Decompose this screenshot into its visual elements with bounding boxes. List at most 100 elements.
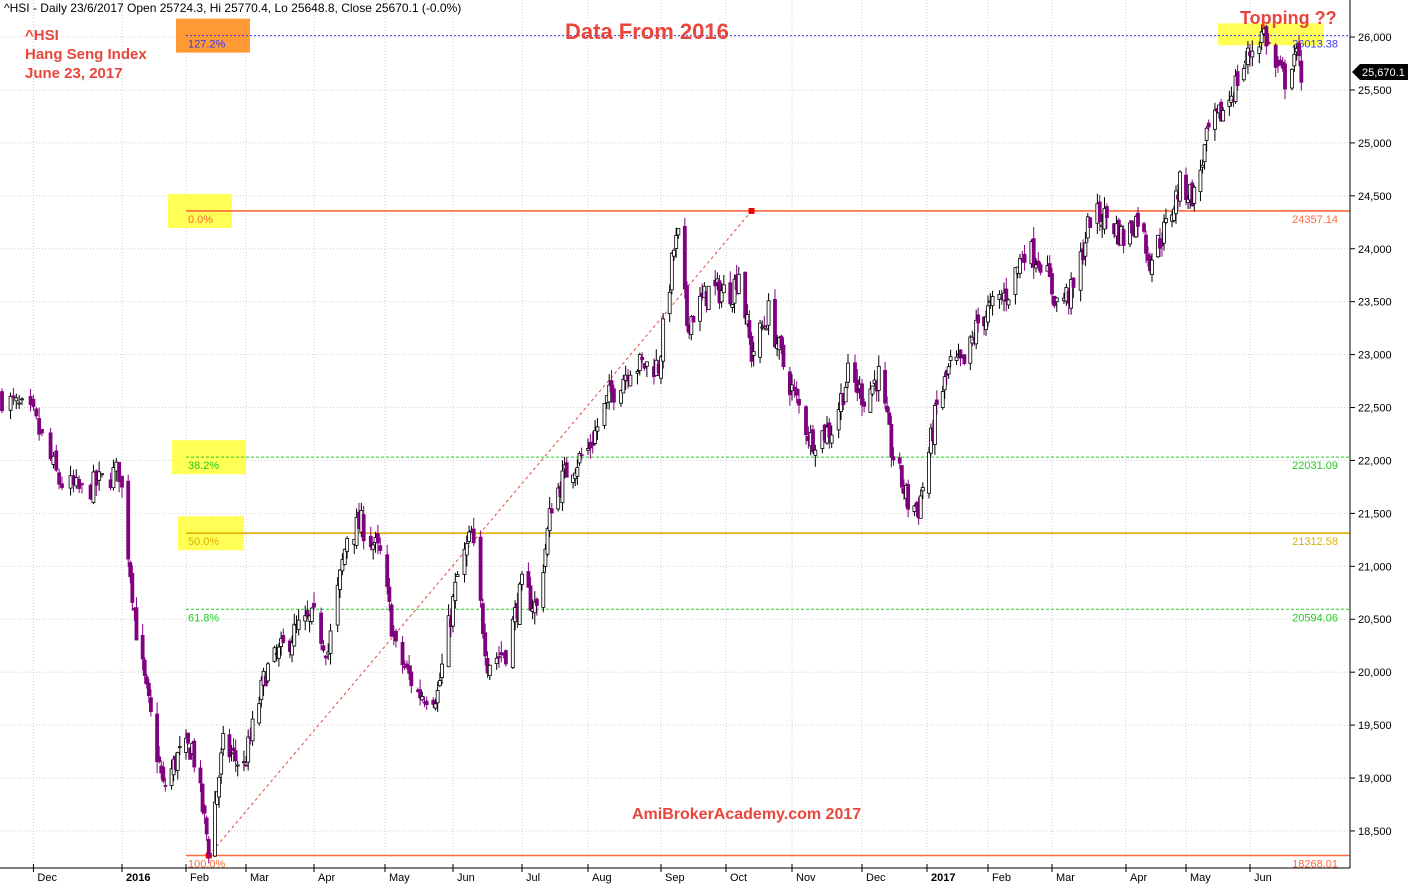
candle-down — [1130, 220, 1134, 234]
candle-up — [292, 623, 297, 647]
candle-up — [100, 473, 104, 476]
candle-up — [328, 630, 333, 654]
candle-up — [672, 249, 676, 257]
candle-down — [1004, 288, 1009, 302]
x-tick-label: Mar — [250, 872, 269, 884]
candle-down — [128, 562, 133, 578]
y-tick-label: 26,000 — [1358, 32, 1392, 44]
candle-down — [612, 388, 616, 403]
candle-up — [946, 366, 951, 375]
candle-up — [213, 801, 217, 857]
candle-up — [560, 470, 565, 504]
candle-down — [743, 271, 748, 319]
candle-down — [31, 398, 36, 408]
candle-down — [804, 406, 808, 436]
candle-up — [1221, 110, 1226, 122]
candle-down — [34, 408, 39, 417]
candle-up — [250, 718, 255, 742]
candle-up — [990, 296, 995, 307]
y-tick-label: 20,000 — [1358, 667, 1392, 679]
candle-up — [545, 528, 550, 555]
candle-up — [1192, 186, 1197, 204]
candle-up — [619, 390, 623, 404]
chart-header-info: ^HSI - Daily 23/6/2017 Open 25724.3, Hi … — [4, 1, 462, 15]
x-tick-label: Nov — [796, 872, 816, 884]
candle-down — [231, 747, 236, 751]
candle-down — [149, 697, 153, 712]
candle-up — [575, 467, 580, 477]
candle-down — [773, 298, 777, 348]
candle-up — [462, 548, 467, 575]
candle-up — [277, 646, 281, 659]
candle-down — [860, 383, 864, 406]
candle-up — [751, 351, 756, 356]
candle-down — [200, 783, 205, 813]
candle-up — [1290, 68, 1294, 89]
candle-up — [1259, 31, 1264, 43]
candle-down — [1047, 263, 1052, 278]
candle-up — [868, 388, 873, 413]
candle-down — [389, 604, 394, 637]
candle-up — [1227, 99, 1232, 107]
candle-up — [259, 679, 264, 700]
candle-down — [883, 369, 887, 404]
candle-up — [229, 752, 234, 755]
candle-up — [467, 531, 472, 542]
candle-up — [335, 584, 340, 626]
fib-value-label: 24357.14 — [1292, 214, 1338, 226]
candle-down — [1105, 206, 1109, 218]
candle-down — [787, 371, 792, 396]
date-label: June 23, 2017 — [25, 65, 123, 82]
fib-value-label: 22031.09 — [1292, 460, 1338, 472]
candle-down — [685, 285, 689, 326]
candle-series — [0, 21, 1304, 864]
x-tick-label: Apr — [1130, 872, 1147, 884]
candle-up — [637, 354, 642, 371]
candle-down — [794, 388, 799, 396]
candle-up — [20, 398, 24, 401]
candle-up — [17, 402, 22, 405]
candle-down — [1184, 174, 1188, 201]
candle-up — [451, 596, 455, 627]
candle-down — [1283, 63, 1287, 90]
candle-down — [827, 422, 832, 438]
candle-up — [954, 356, 959, 361]
candle-down — [1299, 60, 1304, 83]
candle-up — [1069, 279, 1073, 309]
fib-value-label: 26013.38 — [1292, 39, 1338, 51]
candle-down — [792, 386, 797, 390]
y-tick-label: 18,500 — [1358, 826, 1392, 838]
candle-up — [698, 295, 702, 322]
candle-up — [246, 736, 251, 763]
candle-down — [120, 475, 124, 488]
candle-down — [60, 483, 64, 488]
candle-up — [169, 768, 174, 786]
fib-ratio-label: 38.2% — [188, 460, 219, 472]
candle-up — [1257, 46, 1262, 54]
candle-down — [418, 689, 422, 699]
candle-down — [549, 508, 554, 514]
candle-down — [424, 700, 429, 705]
candle-down — [747, 320, 752, 339]
candle-down — [163, 784, 168, 787]
candle-down — [378, 545, 383, 551]
candle-down — [1266, 41, 1271, 44]
ticker-label: ^HSI — [25, 27, 59, 44]
candle-up — [547, 508, 552, 532]
candle-down — [503, 650, 508, 665]
x-tick-label: Sep — [665, 872, 685, 884]
candle-down — [528, 585, 533, 611]
candle-down — [781, 344, 786, 368]
candle-down — [1142, 223, 1146, 232]
candle-up — [843, 386, 848, 403]
chart-title: Data From 2016 — [565, 19, 729, 44]
candle-up — [290, 642, 294, 656]
y-tick-label: 20,500 — [1358, 614, 1392, 626]
candle-down — [80, 483, 84, 486]
candle-down — [1088, 217, 1093, 228]
y-tick-label: 22,000 — [1358, 455, 1392, 467]
candle-up — [177, 746, 182, 748]
candle-down — [37, 418, 42, 435]
candle-down — [762, 325, 767, 328]
